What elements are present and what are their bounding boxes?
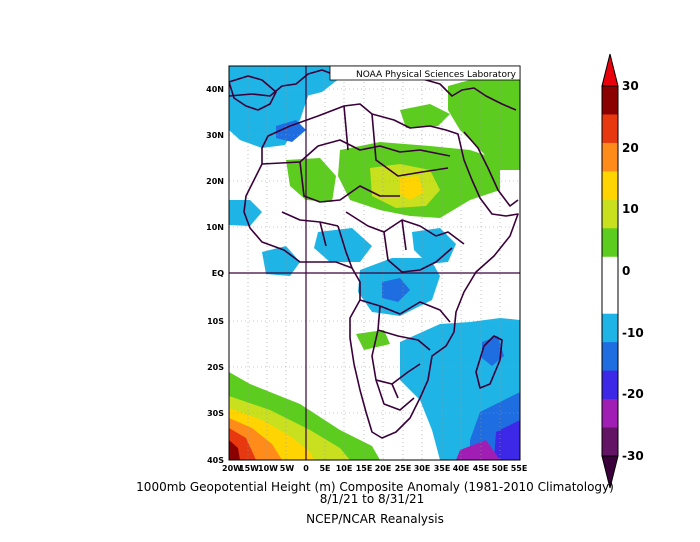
lon-tick-15E: 15E [356, 464, 373, 473]
lon-tick-55E: 55E [511, 464, 528, 473]
colorbar-segment [602, 228, 618, 258]
lon-tick-25E: 25E [395, 464, 412, 473]
colorbar-label-10: 10 [622, 202, 639, 216]
lat-tick-10N: 10N [206, 223, 224, 232]
colorbar-segment [602, 427, 618, 457]
colorbar-bottom-arrow [601, 455, 619, 489]
caption-source: NCEP/NCAR Reanalysis [306, 512, 444, 526]
colorbar-segment [602, 86, 618, 115]
border-lines-south [359, 299, 451, 411]
anomaly-green-med [400, 104, 450, 128]
lat-tick-EQ: EQ [212, 269, 224, 278]
latitude-axis: 40N 30N 20N 10N EQ 10S 20S 30S 40S [206, 85, 224, 465]
lon-tick-50E: 50E [492, 464, 509, 473]
anomaly-green-north [448, 66, 520, 170]
lat-tick-30N: 30N [206, 131, 224, 140]
colorbar-segment [602, 313, 618, 343]
colorbar-label-minus10: -10 [622, 326, 644, 340]
colorbar-label-minus30: -30 [622, 449, 644, 463]
colorbar-segment [602, 171, 618, 201]
colorbar-segment [602, 256, 618, 286]
colorbar-label-20: 20 [622, 141, 639, 155]
anomaly-blue-west [229, 200, 262, 226]
lon-tick-45E: 45E [473, 464, 490, 473]
lon-tick-20W: 20W [222, 464, 242, 473]
map-panel: NOAA Physical Sciences Laboratory [228, 65, 521, 461]
colorbar-segment [602, 199, 618, 229]
lab-label-box [329, 65, 521, 81]
anomaly-darkblue-north [276, 120, 306, 142]
colorbar: 30 20 10 0 -10 -20 -30 [601, 53, 644, 489]
lat-tick-20N: 20N [206, 177, 224, 186]
lat-tick-10S: 10S [207, 317, 224, 326]
lon-tick-5E: 5E [319, 464, 330, 473]
anomaly-blue-gulf [262, 246, 300, 276]
anomaly-green-westsahel [286, 158, 336, 202]
colorbar-segment [602, 399, 618, 429]
caption-dates: 8/1/21 to 8/31/21 [320, 492, 425, 506]
colorbar-segment [602, 370, 618, 400]
arabia-coast [463, 131, 519, 207]
colorbar-segment [602, 142, 618, 172]
lon-tick-15W: 15W [239, 464, 259, 473]
border-lines-central [281, 211, 465, 273]
lat-tick-40N: 40N [206, 85, 224, 94]
colorbar-labels: 30 20 10 0 -10 -20 -30 [622, 79, 644, 463]
anomaly-blue-nw2 [270, 66, 340, 100]
colorbar-segment [602, 342, 618, 372]
lat-tick-40S: 40S [207, 456, 224, 465]
colorbar-segments [602, 86, 618, 457]
iberia [229, 75, 277, 111]
anomaly-blue-central [314, 228, 372, 262]
madagascar [475, 335, 503, 389]
border-lines-north [261, 105, 451, 203]
colorbar-label-30: 30 [622, 79, 639, 93]
lat-tick-20S: 20S [207, 363, 224, 372]
lon-tick-0: 0 [303, 464, 309, 473]
lab-label: NOAA Physical Sciences Laboratory [356, 70, 517, 80]
anomaly-darkblue-congo [382, 278, 410, 302]
anomaly-magenta-se [456, 440, 500, 460]
anomaly-green-south [356, 330, 390, 350]
lon-tick-40E: 40E [453, 464, 470, 473]
colorbar-label-0: 0 [622, 264, 630, 278]
caption: 1000mb Geopotential Height (m) Composite… [136, 480, 614, 526]
anomaly-purple-se [494, 420, 520, 460]
caption-title: 1000mb Geopotential Height (m) Composite… [136, 480, 614, 494]
africa-coastline [243, 103, 519, 439]
colorbar-segment [602, 114, 618, 144]
longitude-axis: 20W 15W 10W 5W 0 5E 10E 15E 20E 25E 30E … [222, 464, 527, 473]
colorbar-top-arrow [601, 53, 619, 87]
lat-tick-30S: 30S [207, 409, 224, 418]
lon-tick-30E: 30E [414, 464, 431, 473]
lon-tick-5W: 5W [280, 464, 295, 473]
lon-tick-35E: 35E [434, 464, 451, 473]
anomaly-yellow-sahara [400, 176, 424, 200]
anomaly-darkred-sw [229, 440, 240, 460]
lon-tick-20E: 20E [375, 464, 392, 473]
lon-tick-10E: 10E [336, 464, 353, 473]
colorbar-label-minus20: -20 [622, 387, 644, 401]
colorbar-segment [602, 285, 618, 315]
lon-tick-10W: 10W [258, 464, 278, 473]
